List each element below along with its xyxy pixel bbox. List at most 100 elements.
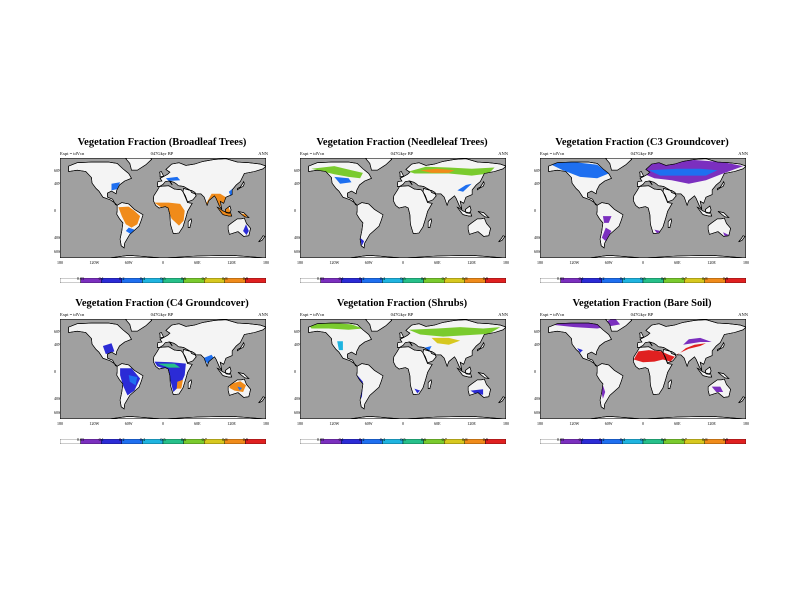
uk-coastline: [399, 171, 405, 178]
south-america-coastline: [356, 202, 384, 249]
new-zealand-coastline: [498, 235, 506, 243]
lon-tick-label: 180: [503, 260, 509, 265]
africa-coastline: [392, 346, 433, 396]
lat-tick-label: 40N: [534, 342, 541, 348]
vegetation-patch: [414, 388, 421, 394]
lon-tick-label: 60E: [434, 260, 441, 265]
season-label: ANN: [258, 151, 268, 156]
lon-tick-label: 0: [402, 260, 404, 265]
map-panel: Vegetation Fraction (Needleleaf Trees) Ex…: [294, 137, 524, 307]
colorbar-svg: [299, 438, 507, 445]
vegetation-patch: [337, 341, 343, 351]
colorbar-label: 0.2: [599, 437, 605, 442]
lon-tick-label: 60E: [674, 260, 681, 265]
time-label: 047Gkyr BP: [390, 312, 414, 317]
experiment-label: Expt = tdVcn: [540, 312, 565, 317]
colorbar-label: 0.2: [119, 276, 125, 281]
map-frame: [59, 318, 267, 420]
colorbar-label: 0.8: [222, 276, 228, 281]
lon-tick-label: 120E: [227, 260, 236, 265]
lon-tick-labels: 180 120W 60W 0 60E 120E 180: [56, 421, 269, 427]
lat-tick-label: 0: [54, 369, 56, 375]
colorbar-label: 0.4: [619, 276, 626, 281]
colorbar: [299, 431, 507, 445]
lon-tick-label: 120W: [89, 421, 100, 426]
lon-tick-label: 120W: [569, 421, 580, 426]
colorbar-label: 0.7: [201, 437, 207, 442]
colorbar-label: 0.9: [722, 437, 729, 442]
africa-coastline: [392, 185, 433, 235]
colorbar-label: 0.4: [139, 276, 146, 281]
indonesia-coastline: [696, 206, 713, 217]
australia-coastline: [227, 217, 251, 237]
map-frame: [59, 157, 267, 259]
lat-tick-label: 60N: [534, 328, 541, 334]
map-panel: Vegetation Fraction (Shrubs) Expt = tdVcn…: [294, 298, 524, 468]
vegetation-patch: [683, 337, 712, 345]
vegetation-patch: [157, 363, 181, 368]
colorbar-label: 0.5: [400, 276, 406, 281]
japan-coastline: [717, 180, 725, 191]
colorbar-labels: 0.05 0.1 0.2 0.4 0.5 0.6 0.7 0.8 0.9: [540, 276, 746, 282]
world-map: [539, 154, 747, 272]
vegetation-patch: [648, 168, 718, 176]
lon-tick-label: 180: [263, 421, 269, 426]
lon-tick-label: 60W: [364, 260, 373, 265]
colorbar-label: 0.5: [640, 276, 646, 281]
lat-tick-label: 0: [54, 208, 56, 214]
panel-title: Vegetation Fraction (Bare Soil): [572, 298, 712, 309]
lon-tick-label: 120W: [89, 260, 100, 265]
lat-tick-label: 60N: [294, 328, 301, 334]
eurasia-coastline: [156, 319, 267, 371]
africa-coastline: [632, 185, 673, 235]
colorbar-label: 0.1: [578, 437, 584, 442]
vegetation-patch: [602, 216, 612, 223]
south-america-coastline: [116, 363, 144, 410]
south-america-coastline: [116, 202, 144, 249]
colorbar-label: 0.8: [702, 437, 708, 442]
vegetation-patch: [165, 176, 181, 181]
new-guinea-coastline: [717, 211, 730, 218]
map-panel: Vegetation Fraction (Bare Soil) Expt = td…: [534, 298, 764, 468]
experiment-label: Expt = tdVcn: [540, 151, 565, 156]
colorbar-label: 0.6: [180, 437, 187, 442]
map-area: 60N 40N 0 40S 60S: [534, 315, 747, 433]
colorbar-label: 0.7: [441, 276, 447, 281]
vegetation-patch: [154, 202, 185, 226]
lon-tick-label: 60W: [124, 260, 133, 265]
lon-tick-labels: 180 120W 60W 0 60E 120E 180: [296, 421, 509, 427]
indonesia-coastline: [456, 367, 473, 378]
lon-tick-label: 180: [743, 260, 749, 265]
map-panel: Vegetation Fraction (C4 Groundcover) Expt…: [54, 298, 284, 468]
colorbar-labels: 0.05 0.1 0.2 0.4 0.5 0.6 0.7 0.8 0.9: [540, 437, 746, 443]
colorbar-label: 0.6: [660, 276, 667, 281]
vegetation-patch: [311, 166, 363, 179]
lat-tick-label: 60S: [534, 248, 541, 254]
eurasia-coastline: [156, 158, 267, 210]
borneo-coastline: [465, 205, 472, 214]
vegetation-patch: [128, 375, 138, 386]
lon-tick-label: 0: [642, 421, 644, 426]
colorbar-label: 0.2: [359, 437, 365, 442]
uk-coastline: [639, 332, 645, 339]
map-area: 60N 40N 0 40S 60S: [54, 154, 267, 272]
panel-title: Vegetation Fraction (C4 Groundcover): [75, 298, 249, 309]
lon-tick-label: 120E: [467, 260, 476, 265]
experiment-label: Expt = tdVcn: [60, 312, 85, 317]
colorbar-label: 0.8: [462, 276, 468, 281]
colorbar-label: 0.6: [420, 437, 427, 442]
uk-coastline: [399, 332, 405, 339]
north-america-coastline: [548, 161, 612, 206]
vegetation-patch: [457, 183, 472, 192]
lon-tick-label: 120E: [467, 421, 476, 426]
japan-coastline: [477, 341, 485, 352]
season-label: ANN: [498, 151, 508, 156]
colorbar-label: 0.1: [98, 437, 104, 442]
lon-tick-label: 120W: [329, 260, 340, 265]
colorbar-svg: [299, 277, 507, 284]
eurasia-coastline: [636, 158, 747, 210]
lat-tick-label: 40S: [294, 396, 301, 402]
north-america-coastline: [548, 322, 612, 367]
australia-coastline: [467, 217, 491, 237]
arabia-coastline: [422, 188, 437, 203]
